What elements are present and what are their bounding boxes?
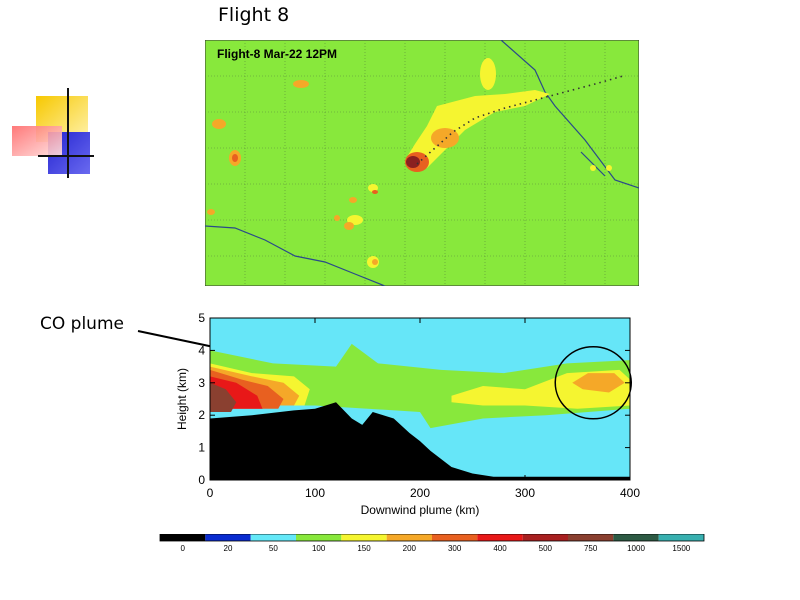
plume-100-contour (210, 343, 630, 429)
colorbar-label: 100 (312, 544, 326, 553)
y-tick-label: 1 (198, 441, 205, 455)
co-plume-label: CO plume (40, 314, 124, 334)
colorbar-label: 300 (448, 544, 462, 553)
cross-section-plot-area (210, 318, 632, 480)
colorbar-label: 150 (357, 544, 371, 553)
colorbar-label: 1000 (627, 544, 645, 553)
colorbar-label: 0 (180, 544, 185, 553)
plume-750-contour (210, 382, 237, 412)
colorbar-swatch (386, 534, 432, 541)
colorbar: 0 20 50 100 150 200 300 400 500 750 1000 1500 (159, 534, 705, 553)
y-tick-label: 3 (198, 376, 205, 390)
cross-section-axes: 0 100 200 300 400 0 1 2 3 4 5 Downwind plume (km) He… (175, 311, 640, 517)
colorbar-swatch (160, 534, 206, 541)
y-tick-label: 2 (198, 408, 205, 422)
flight-track (416, 75, 624, 165)
x-tick-label: 0 (207, 486, 214, 500)
colorbar-swatch (477, 534, 523, 541)
colorbar-frame (159, 534, 705, 542)
colorbar-label: 200 (403, 544, 417, 553)
colorbar-swatch (250, 534, 296, 541)
colorbar-label: 500 (539, 544, 553, 553)
x-tick-label: 300 (515, 486, 535, 500)
decorative-logo (12, 88, 94, 178)
boundary-lines (205, 40, 639, 286)
colorbar-swatch (658, 534, 704, 541)
y-tick-label: 5 (198, 311, 205, 325)
colorbar-label: 20 (224, 544, 233, 553)
x-tick-label: 400 (620, 486, 640, 500)
x-axis-label: Downwind plume (km) (361, 503, 480, 517)
cross-section-chart: 0 100 200 300 400 0 1 2 3 4 5 Downwind plume (km) He… (175, 311, 640, 517)
downwind-200-contour (572, 373, 625, 393)
colorbar-label: 1500 (672, 544, 690, 553)
slide-title: Flight 8 (218, 4, 290, 26)
colorbar-swatch (613, 534, 659, 541)
x-tick-label: 100 (305, 486, 325, 500)
colorbar-swatch (296, 534, 342, 541)
colorbar-label: 400 (493, 544, 507, 553)
red-square (12, 126, 62, 156)
colorbar-swatch (568, 534, 614, 541)
colorbar-swatch (432, 534, 478, 541)
colorbar-swatch (341, 534, 387, 541)
co-map-panel: Flight-8 Mar-22 12PM (205, 40, 639, 286)
colorbar-label: 750 (584, 544, 598, 553)
x-tick-label: 200 (410, 486, 430, 500)
map-title: Flight-8 Mar-22 12PM (217, 47, 337, 61)
plume-highlight-circle (554, 346, 632, 420)
y-axis-label: Height (km) (175, 368, 189, 430)
co-concentration-contours (207, 58, 612, 268)
y-tick-label: 0 (198, 473, 205, 487)
colorbar-label: 50 (269, 544, 278, 553)
colorbar-swatch (522, 534, 568, 541)
y-tick-label: 4 (198, 343, 205, 357)
colorbar-swatch (205, 534, 251, 541)
terrain-silhouette (210, 402, 630, 480)
